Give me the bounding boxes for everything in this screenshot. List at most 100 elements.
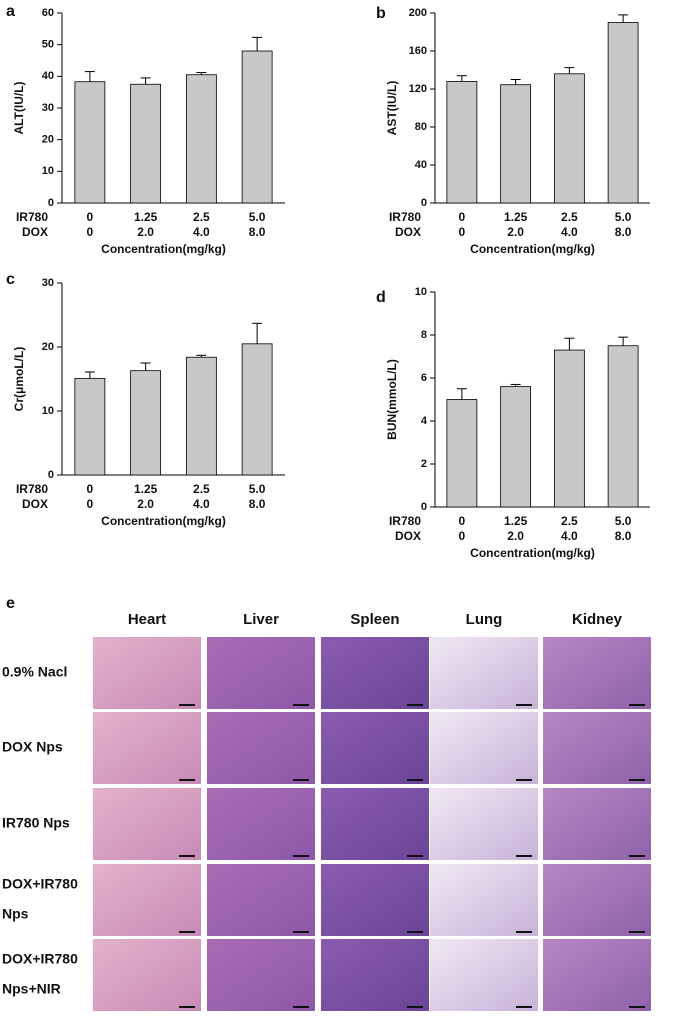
y-tick-label: 160 [409,45,427,57]
row-label: Nps+NIR [2,981,61,997]
y-tick-label: 10 [42,165,54,177]
x-row-name: DOX [22,225,48,239]
y-axis-label: AST(IU/L) [385,81,399,136]
histology-image [543,637,651,709]
x-tick-label: 8.0 [615,529,632,543]
histology-image [430,637,538,709]
x-tick-label: 0 [87,497,94,511]
y-tick-label: 40 [415,159,427,171]
y-tick-label: 200 [409,7,427,19]
bar [241,343,273,476]
x-tick-label: 0 [459,210,466,224]
x-row-name: IR780 [16,210,48,224]
y-tick-label: 10 [42,405,54,417]
x-tick-label: 1.25 [134,482,158,496]
x-tick-label: 0 [87,210,94,224]
x-tick-label: 2.5 [193,210,210,224]
x-tick-label: 2.0 [507,225,524,239]
row-label: Nps [2,906,29,922]
x-tick-label: 4.0 [193,497,210,511]
x-tick-label: 2.0 [137,225,154,239]
column-header: Spleen [350,611,399,628]
column-header: Lung [466,611,503,628]
y-tick-label: 0 [48,197,54,209]
bar [607,345,639,508]
row-label: DOX Nps [2,739,63,755]
x-tick-label: 0 [459,514,466,528]
x-axis-label: Concentration(mg/kg) [101,242,226,256]
bar [74,81,106,204]
y-axis-label: Cr(μmoL/L) [12,347,26,412]
bar [130,370,162,476]
y-tick-label: 2 [421,458,427,470]
x-tick-label: 4.0 [561,225,578,239]
histology-image [321,864,429,936]
histology-image [207,864,315,936]
panel-label: c [6,271,15,288]
histology-image [321,637,429,709]
row-label: IR780 Nps [2,815,70,831]
x-row-name: DOX [22,497,48,511]
y-tick-label: 8 [421,329,427,341]
x-axis-label: Concentration(mg/kg) [101,514,226,528]
x-axis-label: Concentration(mg/kg) [470,242,595,256]
bar [130,83,162,204]
bar [500,386,532,508]
column-header: Kidney [572,611,623,628]
histology-image [93,864,201,936]
column-header: Liver [243,611,279,628]
x-tick-label: 8.0 [249,497,266,511]
row-label: DOX+IR780 [2,951,78,967]
bar [607,22,639,204]
x-row-name: DOX [395,529,421,543]
x-tick-label: 0 [459,225,466,239]
y-tick-label: 0 [48,469,54,481]
histology-image [430,864,538,936]
y-tick-label: 6 [421,372,427,384]
histology-image [93,712,201,784]
bar [185,74,217,204]
y-axis-label: BUN(mmoL/L) [385,359,399,440]
bar [446,81,478,204]
y-tick-label: 60 [42,7,54,19]
x-tick-label: 2.0 [507,529,524,543]
y-tick-label: 4 [421,415,428,427]
bar [500,84,532,204]
x-tick-label: 5.0 [615,210,632,224]
y-axis-label: ALT(IU/L) [12,81,26,134]
x-row-name: IR780 [389,514,421,528]
bar [185,356,217,476]
histology-image [430,712,538,784]
histology-image [543,712,651,784]
x-axis-label: Concentration(mg/kg) [470,546,595,560]
x-tick-label: 4.0 [193,225,210,239]
histology-image [543,939,651,1011]
row-label: DOX+IR780 [2,876,78,892]
x-tick-label: 2.5 [561,210,578,224]
panel-label: a [6,3,15,20]
x-tick-label: 2.0 [137,497,154,511]
bar [74,377,106,476]
y-tick-label: 120 [409,83,427,95]
y-tick-label: 0 [421,501,427,513]
x-tick-label: 4.0 [561,529,578,543]
x-tick-label: 2.5 [193,482,210,496]
bar [553,349,585,508]
x-tick-label: 0 [87,225,94,239]
histology-image [207,788,315,860]
x-tick-label: 8.0 [249,225,266,239]
bar [446,399,478,508]
bar [553,73,585,204]
x-tick-label: 8.0 [615,225,632,239]
y-tick-label: 20 [42,341,54,353]
x-tick-label: 0 [459,529,466,543]
x-row-name: IR780 [389,210,421,224]
x-row-name: DOX [395,225,421,239]
panel-label: d [376,289,386,306]
panel-label: e [6,595,15,612]
histology-image [207,712,315,784]
histology-image [543,788,651,860]
y-tick-label: 30 [42,277,54,289]
x-tick-label: 1.25 [504,514,528,528]
